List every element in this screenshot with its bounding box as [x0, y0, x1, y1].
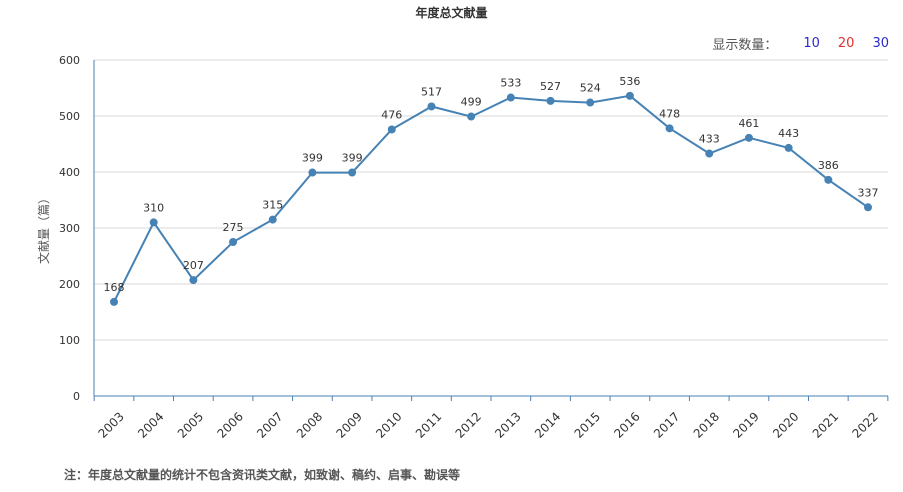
- x-tick-label: 2007: [254, 409, 285, 440]
- chart-title: 年度总文献量: [415, 6, 488, 20]
- x-tick-label: 2013: [492, 409, 523, 440]
- data-point[interactable]: [387, 125, 396, 134]
- grid-lines: [94, 59, 888, 341]
- x-tick-label: 2005: [175, 409, 206, 440]
- data-point[interactable]: [864, 203, 872, 212]
- data-label: 310: [143, 201, 164, 214]
- data-point[interactable]: [744, 133, 753, 142]
- data-label: 499: [461, 96, 482, 109]
- display-count-option-20[interactable]: 20: [837, 36, 855, 51]
- data-label: 533: [500, 77, 521, 90]
- x-tick-label: 2008: [294, 409, 325, 440]
- x-tick-label: 2022: [849, 409, 880, 440]
- data-label: 517: [421, 85, 442, 98]
- data-point[interactable]: [467, 112, 476, 121]
- x-tick-label: 2014: [532, 409, 563, 440]
- data-point[interactable]: [348, 168, 357, 177]
- data-label: 461: [738, 117, 759, 130]
- axes: [93, 60, 889, 401]
- data-label: 315: [262, 199, 283, 212]
- series-line: [113, 94, 869, 303]
- data-point[interactable]: [189, 276, 198, 285]
- data-point[interactable]: [546, 96, 555, 105]
- x-tick-label: 2016: [611, 409, 642, 440]
- data-label: 168: [104, 281, 125, 294]
- data-points: [110, 91, 872, 306]
- data-point[interactable]: [625, 91, 634, 100]
- data-label: 443: [778, 127, 799, 140]
- data-point[interactable]: [229, 238, 238, 246]
- footnote: 注：年度总文献量的统计不包含资讯类文献，如致谢、稿约、启事、勘误等: [64, 468, 461, 482]
- x-tick-label: 2019: [730, 409, 761, 440]
- x-tick-label: 2009: [334, 409, 365, 440]
- data-point[interactable]: [268, 215, 277, 224]
- data-label: 275: [223, 221, 244, 234]
- x-tick-label: 2020: [770, 409, 801, 440]
- data-point[interactable]: [427, 102, 436, 111]
- y-tick-label: 500: [59, 110, 80, 123]
- x-tick-label: 2003: [95, 409, 126, 440]
- data-label: 386: [818, 159, 839, 172]
- y-tick-label: 300: [59, 222, 80, 235]
- data-point[interactable]: [665, 124, 674, 133]
- y-tick-label: 0: [73, 390, 80, 403]
- data-label: 433: [699, 133, 720, 146]
- x-tick-label: 2006: [214, 409, 245, 440]
- data-labels: 168 310 207 275 315 399 399 476 517 499 533 527 524 5…: [104, 75, 879, 294]
- y-tick-label: 600: [59, 54, 80, 67]
- data-label: 478: [659, 107, 680, 120]
- data-label: 476: [381, 108, 402, 121]
- x-tick-label: 2011: [413, 409, 444, 440]
- data-label: 207: [183, 259, 204, 272]
- display-count-option-10[interactable]: 10: [803, 36, 820, 51]
- data-label: 524: [580, 82, 601, 95]
- data-label: 399: [302, 152, 323, 165]
- data-point[interactable]: [110, 297, 118, 306]
- x-tick-label: 2015: [572, 409, 603, 440]
- x-tick-label: 2018: [691, 409, 722, 440]
- data-point[interactable]: [784, 143, 793, 152]
- x-tick-label: 2004: [135, 409, 166, 440]
- x-tick-label: 2012: [453, 409, 484, 440]
- y-tick-label: 400: [59, 166, 80, 179]
- y-tick-label: 200: [59, 278, 80, 291]
- data-point[interactable]: [824, 175, 833, 184]
- data-label: 536: [619, 75, 640, 88]
- data-label: 337: [858, 186, 879, 199]
- display-count-selector: 显示数量： 10 20 30: [712, 34, 889, 53]
- data-point[interactable]: [308, 168, 317, 177]
- x-tick-label: 2010: [373, 409, 404, 440]
- y-axis-label: 文献量（篇）: [36, 192, 51, 264]
- data-label: 527: [540, 80, 561, 93]
- display-count-option-30[interactable]: 30: [872, 36, 889, 51]
- data-label: 399: [342, 152, 363, 165]
- line-chart: 0 100 200 300 400 500 600 2003 2004 2005 2006 2007…: [36, 54, 889, 441]
- y-tick-label: 100: [59, 334, 80, 347]
- data-point[interactable]: [149, 218, 158, 227]
- x-tick-label: 2017: [651, 409, 682, 440]
- data-point[interactable]: [586, 98, 595, 107]
- x-tick-labels: 2003 2004 2005 2006 2007 2008 2009 2010 2011 2012…: [95, 409, 880, 440]
- y-tick-labels: 0 100 200 300 400 500 600: [59, 54, 80, 403]
- data-point[interactable]: [705, 149, 714, 158]
- x-tick-label: 2021: [810, 409, 841, 440]
- data-point[interactable]: [506, 93, 515, 102]
- display-count-label: 显示数量：: [712, 38, 778, 53]
